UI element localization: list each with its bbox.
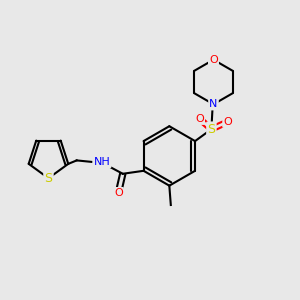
Text: S: S: [44, 172, 52, 185]
Text: O: O: [195, 114, 204, 124]
Text: N: N: [209, 99, 218, 109]
Text: O: O: [114, 188, 123, 198]
Text: O: O: [209, 55, 218, 65]
Text: NH: NH: [94, 157, 110, 167]
Text: O: O: [224, 117, 232, 127]
Text: S: S: [207, 123, 215, 136]
